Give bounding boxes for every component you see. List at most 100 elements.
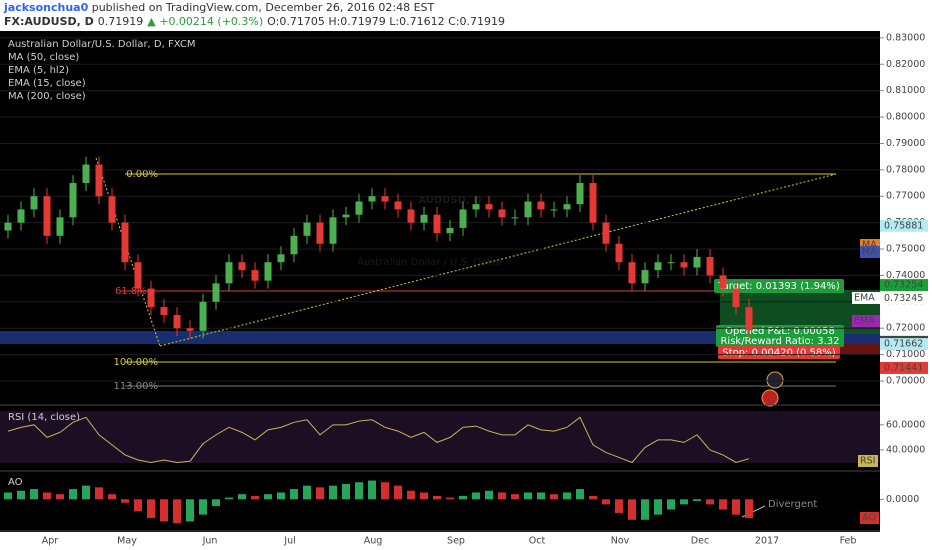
symbol: FX:AUDUSD, D <box>4 15 94 28</box>
ao-bar <box>459 495 467 500</box>
ao-bar <box>43 492 51 500</box>
ao-bar <box>407 490 415 500</box>
y-tick-label: 0.74000 <box>886 270 925 281</box>
ao-bar <box>329 485 337 500</box>
header-line: jacksonchua0 published on TradingView.co… <box>3 1 435 14</box>
ao-bar <box>550 494 558 500</box>
price-tag <box>880 279 928 292</box>
candle-body <box>641 270 649 284</box>
price-tag-label: 0.73254 <box>884 280 923 291</box>
price-tag <box>880 292 928 305</box>
candle-body <box>719 275 727 289</box>
y-tick-label: 0.78000 <box>886 164 925 175</box>
x-tick-label: Jun <box>202 536 218 547</box>
candle-body <box>472 204 480 210</box>
candle-body <box>147 288 155 308</box>
candle-body <box>199 301 207 331</box>
candle-body <box>485 204 493 210</box>
pane-tag <box>860 512 879 524</box>
candle-body <box>121 222 129 263</box>
fib-label: 113.00% <box>114 381 159 392</box>
pnl-label-bg <box>716 325 844 347</box>
ao-bar <box>4 492 12 500</box>
candle-body <box>4 222 12 231</box>
price-tag <box>880 219 928 232</box>
ao-bar <box>56 494 64 500</box>
target-label: Target: 0.01393 (1.94%) <box>717 281 840 292</box>
quote-line: FX:AUDUSD, D 0.71919 ▲ +0.00214 (+0.3%) O:0… <box>4 15 505 28</box>
legend-entry: EMA (5, hl2) <box>8 65 69 76</box>
candle-body <box>160 307 168 315</box>
pane-tag-label: AO <box>862 513 876 524</box>
price-tag-label: 0.75881 <box>884 220 923 231</box>
candle-body <box>550 209 558 211</box>
price-tag <box>880 338 928 351</box>
ao-bar <box>199 499 207 515</box>
price-tag-label: 0.73245 <box>884 293 923 304</box>
entry-band <box>0 331 880 344</box>
line-tag-label: MA <box>862 247 877 258</box>
candle-body <box>56 217 64 236</box>
ao-bar <box>589 495 597 500</box>
y-tick-label: 0.81000 <box>886 85 925 96</box>
ao-bar <box>251 495 259 500</box>
ao-bar <box>225 497 233 500</box>
event-icon[interactable] <box>761 389 779 407</box>
x-tick-label: Jul <box>283 536 295 547</box>
candle-body <box>394 201 402 210</box>
x-tick-label: Sep <box>447 536 465 547</box>
price-tag-label: 0.71662 <box>884 339 923 350</box>
legend-entry: EMA (15, close) <box>8 78 86 89</box>
event-icon[interactable] <box>766 371 784 389</box>
ao-bar <box>30 489 38 500</box>
candle-body <box>212 283 220 302</box>
candle-body <box>186 328 194 331</box>
y-tick-label: 0.72000 <box>886 323 925 334</box>
legend-entry: MA (50, close) <box>8 52 79 63</box>
candle-body <box>82 164 90 184</box>
ao-bar <box>303 485 311 500</box>
y-tick-label: 0.79000 <box>886 138 925 149</box>
pane-tag-label: RSI <box>860 456 875 467</box>
candle-body <box>342 214 350 218</box>
ao-bar <box>316 487 324 500</box>
x-tick-label: Feb <box>840 536 857 547</box>
candle-body <box>745 307 753 331</box>
line-tag <box>860 246 880 258</box>
x-tick-label: Dec <box>691 536 709 547</box>
x-tick-label: Nov <box>611 536 630 547</box>
candle-body <box>264 262 272 281</box>
ao-bar <box>472 492 480 500</box>
y-tick-label: 0.82000 <box>886 59 925 70</box>
ao-bar <box>17 490 25 500</box>
target-label-bg <box>714 279 844 293</box>
ao-bar <box>186 499 194 522</box>
ao-bar <box>537 492 545 500</box>
watermark-symbol: AUDUSD, D <box>418 195 481 206</box>
author[interactable]: jacksonchua0 <box>3 1 89 14</box>
ao-bar <box>433 495 441 500</box>
pane-title: AO <box>8 477 23 488</box>
candle-body <box>407 209 415 223</box>
line-tag-label: EMA <box>854 293 875 304</box>
ao-bar <box>147 499 155 519</box>
time-axis-bg <box>0 532 880 550</box>
ao-bar <box>680 499 688 505</box>
ao-bar <box>212 499 220 507</box>
candle-body <box>69 183 77 218</box>
ao-bar <box>732 499 740 515</box>
ao-bar <box>628 499 636 520</box>
ao-bar <box>355 482 363 500</box>
trend-line <box>159 173 837 347</box>
candle-body <box>693 256 701 268</box>
ao-bar <box>719 499 727 510</box>
ao-bar <box>576 489 584 500</box>
price-tag <box>880 361 928 374</box>
ao-bar <box>108 494 116 500</box>
published: published on TradingView.com, December 2… <box>88 1 434 14</box>
ao-bar <box>667 499 675 510</box>
candle-body <box>628 262 636 284</box>
watermark-name: Australian Dollar / U.S. Dollar <box>357 257 504 268</box>
candle-body <box>706 256 714 276</box>
candle-body <box>680 262 688 268</box>
